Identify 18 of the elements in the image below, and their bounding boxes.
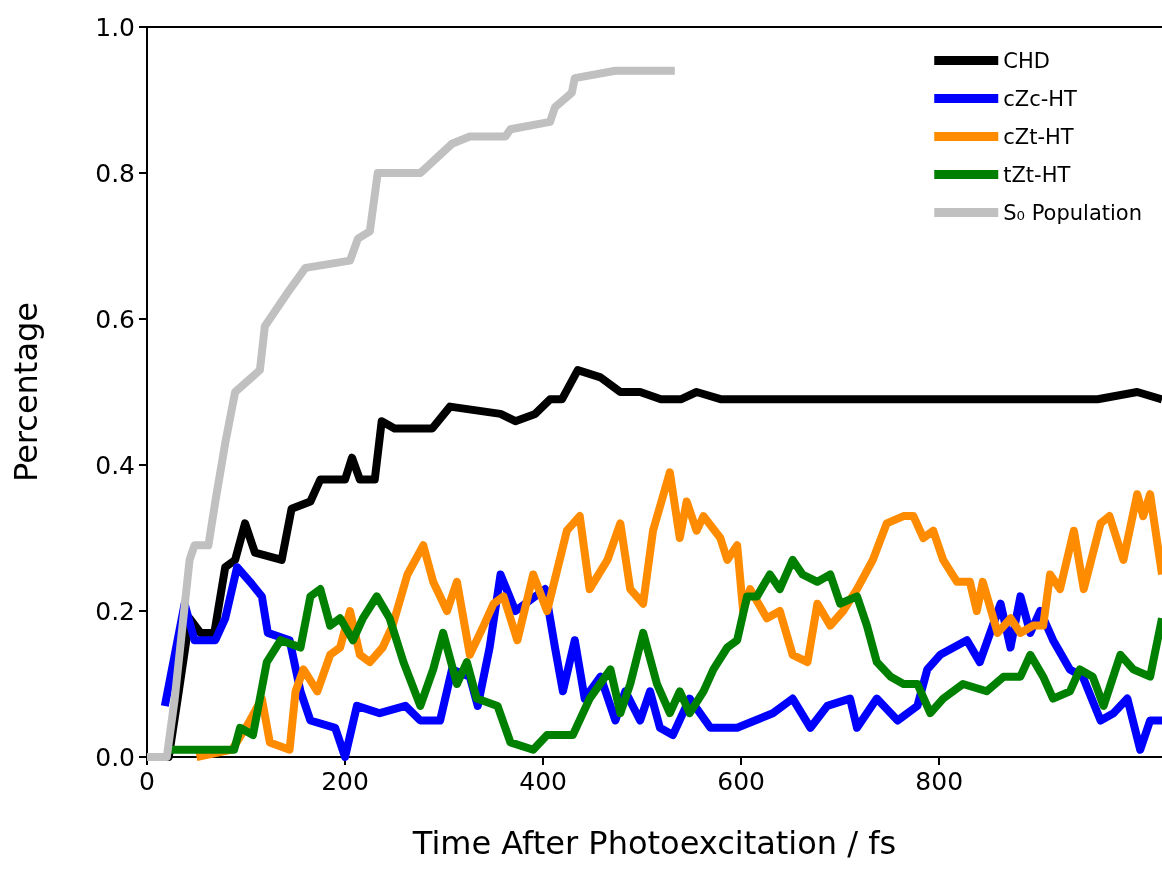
y-tick-label: 0.8 <box>95 158 135 188</box>
y-tick-label: 0.2 <box>95 596 135 626</box>
x-tick-label: 400 <box>519 767 567 796</box>
legend-label: CHD <box>1003 48 1050 73</box>
legend-label: cZc-HT <box>1003 86 1078 111</box>
y-axis-title: Percentage <box>7 301 45 483</box>
legend-label: cZt-HT <box>1003 124 1074 149</box>
x-tick-label: 0 <box>139 767 155 796</box>
x-tick-label: 200 <box>321 767 369 796</box>
y-tick-label: 0.0 <box>95 742 135 772</box>
x-tick-label: 800 <box>915 767 964 796</box>
x-tick-label: 600 <box>717 767 766 796</box>
x-axis-title: Time After Photoexcitation / fs <box>411 824 897 862</box>
y-tick-label: 1.0 <box>95 12 135 42</box>
legend-label: tZt-HT <box>1003 162 1071 187</box>
y-tick-label: 0.6 <box>95 304 135 334</box>
legend-label: S₀ Population <box>1003 200 1143 225</box>
y-tick-label: 0.4 <box>95 450 135 480</box>
